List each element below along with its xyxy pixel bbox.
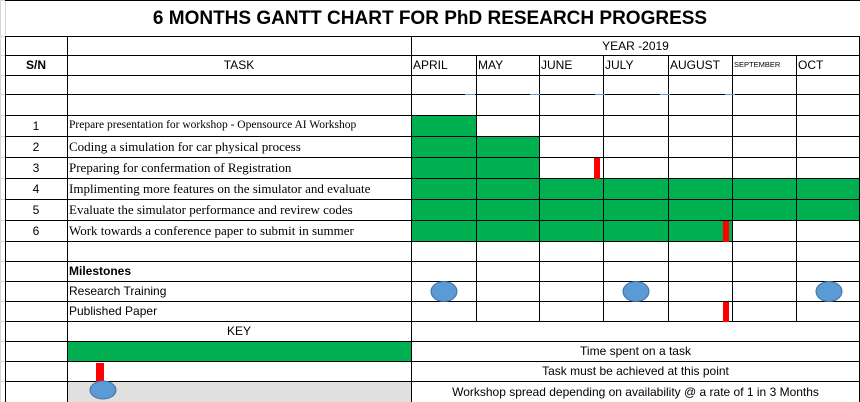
milestone-name-2: Published Paper [69, 304, 158, 318]
workshop-oval-april [430, 281, 458, 302]
key-text-1: Time spent on a task [580, 344, 691, 358]
deadline-marker-1 [594, 158, 600, 179]
month-header-oct: OCT [798, 58, 824, 72]
deadline-marker-2 [723, 221, 729, 242]
key-heading: KEY [226, 324, 251, 338]
month-header-august: AUGUST [670, 58, 721, 72]
key-text-3: Workshop spread depending on availabilit… [452, 384, 819, 399]
task-sn-5: 5 [32, 202, 40, 217]
key-text-2: Task must be achieved at this point [542, 364, 729, 378]
month-header-july: JULY [605, 58, 634, 72]
workshop-oval-oct [815, 281, 843, 302]
milestones-heading: Milestones [69, 264, 132, 278]
milestone-name-1: Research Training [69, 284, 167, 298]
task-name-5: Evaluate the simulator performance and r… [69, 202, 353, 217]
task-sn-1: 1 [32, 118, 40, 133]
task-name-1: Prepare presentation for workshop - Open… [69, 118, 357, 131]
task-sn-3: 3 [32, 160, 40, 175]
month-header-june: JUNE [541, 58, 573, 72]
task-bar-1 [411, 115, 476, 136]
month-header-september: SEPTEMBER [734, 60, 781, 70]
task-header: TASK [223, 58, 255, 72]
task-sn-4: 4 [32, 181, 40, 196]
task-bar-3 [411, 157, 539, 178]
task-sn-2: 2 [32, 139, 40, 154]
task-bar-5 [411, 199, 860, 220]
task-name-2: Coding a simulation for car physical pro… [69, 139, 301, 154]
task-name-3: Preparing for confermation of Registrati… [69, 160, 292, 175]
page-title: 6 MONTHS GANTT CHART FOR PhD RESEARCH PR… [152, 7, 708, 29]
year-label: YEAR -2019 [602, 38, 669, 53]
deadline-marker-3 [723, 302, 729, 322]
task-name-6: Work towards a conference paper to submi… [69, 223, 354, 238]
workshop-oval-july [622, 281, 650, 302]
task-bar-2 [411, 136, 539, 157]
task-name-4: Implimenting more features on the simula… [69, 181, 371, 196]
key-green-bar [67, 341, 411, 361]
task-sn-6: 6 [32, 223, 40, 238]
sn-header: S/N [25, 58, 46, 72]
key-oval-row-fill [67, 381, 411, 402]
month-header-may: MAY [478, 58, 504, 72]
task-bar-6 [411, 220, 732, 241]
month-header-april: APRIL [413, 58, 448, 72]
task-bar-4 [411, 178, 860, 199]
key-red-marker [96, 363, 104, 387]
key-blue-oval [89, 380, 117, 400]
